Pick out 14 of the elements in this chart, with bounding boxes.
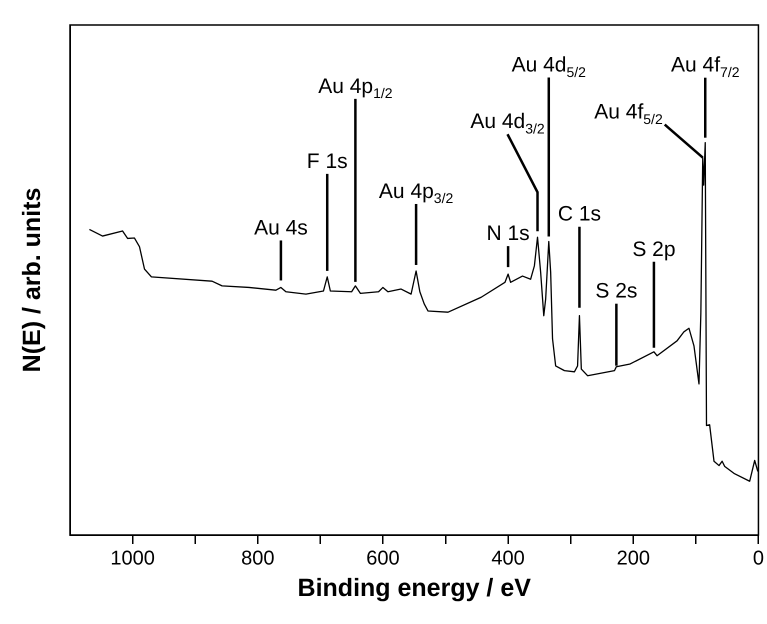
annotation: S 2p [632,238,676,261]
x-tick-label: 600 [366,548,400,570]
x-tick-label: 0 [752,548,764,570]
y-axis-title: N(E) / arb. units [18,188,46,372]
x-tick-label: 1000 [110,548,155,570]
x-tick-label: 800 [241,548,274,570]
annotation: N 1s [486,222,530,246]
x-axis-title: Binding energy / eV [298,574,532,602]
x-tick-label: 200 [616,548,650,570]
annotation: S 2s [595,280,638,303]
annotation: C 1s [558,202,602,226]
annotation: Au 4s [254,216,308,240]
x-tick-label: 400 [491,548,525,570]
annotation: F 1s [306,150,348,173]
